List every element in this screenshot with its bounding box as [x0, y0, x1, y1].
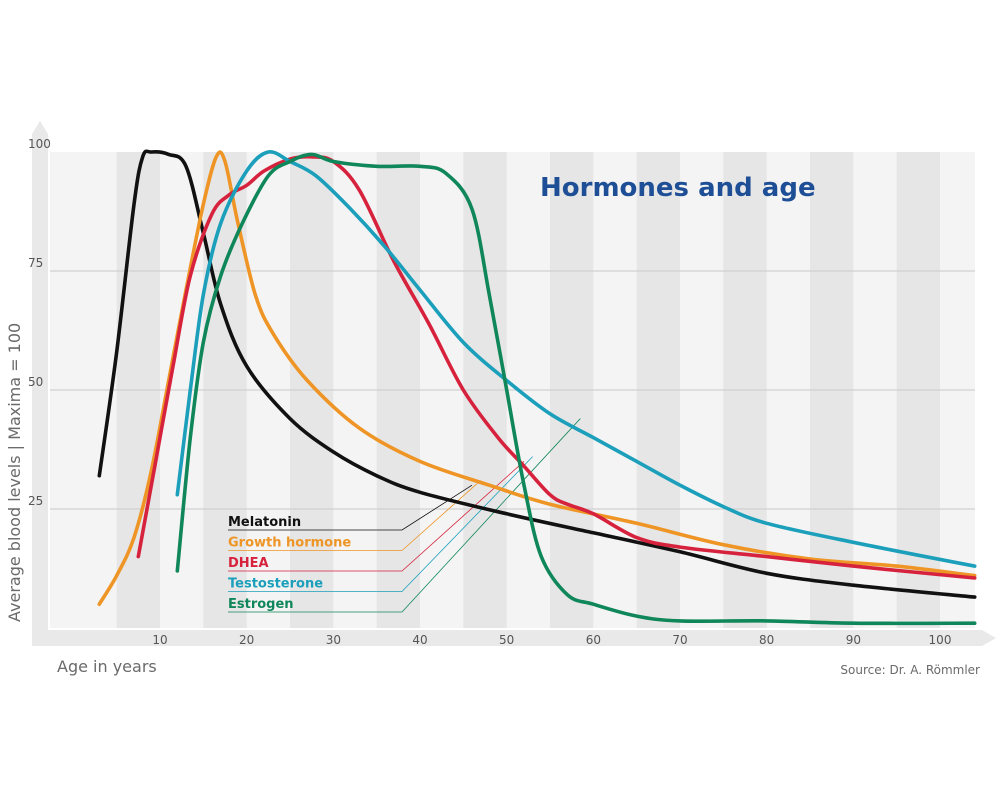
x-tick-labels: 10 20 30 40 50 60 70 80 90 100: [152, 633, 951, 647]
x-tick-label-80: 80: [759, 633, 774, 647]
x-tick-label-40: 40: [412, 633, 427, 647]
x-axis-label: Age in years: [57, 657, 157, 676]
source-credit: Source: Dr. A. Römmler: [840, 663, 980, 677]
y-tick-labels: 25 50 75 100: [28, 137, 51, 508]
connector-estrogen: [228, 418, 581, 613]
line-melatonin: [97, 149, 977, 599]
y-axis-label: Average blood levels | Maxima = 100: [5, 323, 24, 622]
legend-melatonin: Melatonin: [228, 515, 301, 530]
legend-connectors: [228, 418, 581, 613]
x-tick-label-50: 50: [499, 633, 514, 647]
connector-dhea: [228, 461, 525, 572]
x-axis-arrow: [32, 630, 996, 646]
line-estrogen: [175, 152, 977, 626]
x-tick-label-90: 90: [846, 633, 861, 647]
legend: Melatonin Growth hormone DHEA Testosterone E…: [228, 515, 351, 612]
horizontal-gridlines: [50, 270, 975, 510]
y-tick-label-75: 75: [28, 256, 43, 270]
legend-testosterone: Testosterone: [228, 577, 323, 592]
legend-dhea: DHEA: [228, 556, 269, 571]
legend-estrogen: Estrogen: [228, 597, 294, 612]
x-tick-label-70: 70: [672, 633, 687, 647]
x-tick-label-10: 10: [152, 633, 167, 647]
connector-testosterone: [228, 456, 533, 592]
x-tick-label-60: 60: [586, 633, 601, 647]
legend-growth-hormone: Growth hormone: [228, 536, 351, 551]
series-lines: [97, 149, 977, 626]
axes: [32, 121, 996, 646]
line-dhea: [136, 154, 977, 580]
x-tick-label-100: 100: [929, 633, 952, 647]
y-tick-label-50: 50: [28, 375, 43, 389]
x-tick-label-30: 30: [326, 633, 341, 647]
x-tick-label-20: 20: [239, 633, 254, 647]
line-testosterone: [175, 149, 977, 568]
connector-growth-hormone: [228, 480, 481, 551]
y-axis-arrow: [32, 121, 48, 640]
chart-title: Hormones and age: [540, 173, 816, 203]
y-tick-label-100: 100: [28, 137, 51, 151]
y-tick-label-25: 25: [28, 494, 43, 508]
